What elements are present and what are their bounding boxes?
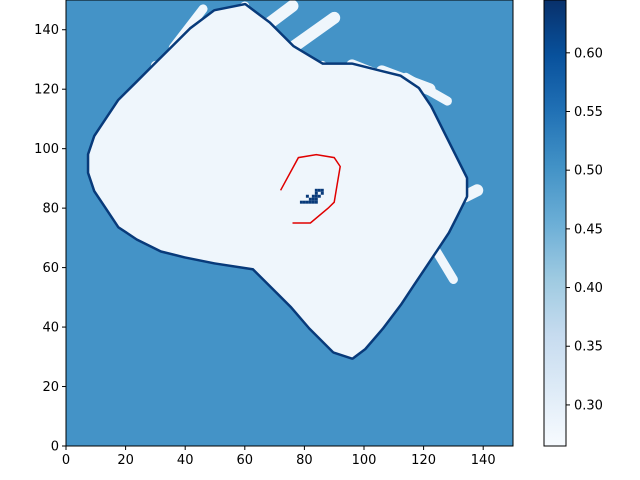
y-tick-label: 120: [34, 83, 59, 98]
x-tick-label: 60: [237, 453, 254, 468]
y-tick-label: 100: [34, 142, 59, 157]
occupied-cell: [314, 197, 318, 201]
colorbar-frame: [543, 0, 567, 447]
free-ray: [401, 72, 452, 106]
occupied-cell: [314, 200, 318, 204]
y-tick-label: 0: [51, 440, 59, 455]
occupied-cell: [320, 191, 324, 195]
y-tick-label: 140: [34, 23, 59, 38]
x-tick-label: 120: [411, 453, 436, 468]
colorbar-tick-label: 0.60: [574, 46, 603, 61]
colorbar-tick-label: 0.50: [574, 164, 603, 179]
occupied-cell: [308, 200, 312, 204]
axes-frame: [65, 0, 514, 447]
occupied-cell: [320, 188, 324, 192]
occupied-cell: [311, 200, 315, 204]
colorbar-tick-label: 0.35: [574, 340, 603, 355]
occupied-cell: [302, 200, 306, 204]
free-ray: [286, 11, 341, 54]
occupied-cell: [311, 194, 315, 198]
occupied-cell: [299, 200, 303, 204]
occupied-cell: [308, 197, 312, 201]
occupied-cell: [314, 194, 318, 198]
occupied-cell: [305, 194, 309, 198]
robot-path: [279, 153, 341, 224]
free-ray: [431, 245, 458, 284]
free-ray: [262, 0, 299, 30]
x-tick-label: 140: [471, 453, 496, 468]
colorbar-tick-label: 0.55: [574, 105, 603, 120]
x-tick-label: 80: [296, 453, 313, 468]
occupied-cell: [311, 197, 315, 201]
x-tick-label: 20: [117, 453, 134, 468]
occupied-cell: [314, 191, 318, 195]
y-tick-label: 40: [42, 321, 59, 336]
x-tick-label: 100: [352, 453, 377, 468]
colorbar-tick-label: 0.40: [574, 281, 603, 296]
colorbar: 0.30 0.35 0.40 0.45 0.50 0.55 0.60: [543, 0, 603, 447]
y-tick-label: 20: [42, 380, 59, 395]
x-tick-label: 40: [177, 453, 194, 468]
occupied-cell: [314, 188, 318, 192]
occupied-cell: [305, 200, 309, 204]
y-tick-label: 60: [42, 261, 59, 276]
x-tick-label: 0: [62, 453, 70, 468]
free-region: [89, 5, 466, 358]
colorbar-tick-label: 0.45: [574, 222, 603, 237]
colorbar-fill: [544, 0, 566, 446]
occupied-cell: [317, 188, 321, 192]
colorbar-tick-label: 0.30: [574, 398, 603, 413]
y-tick-label: 80: [42, 202, 59, 217]
occupied-cell: [317, 194, 321, 198]
map-plot: 0 20 40 60 80 100 120 140 0 20 40 60 80 100 120 140: [34, 0, 514, 468]
